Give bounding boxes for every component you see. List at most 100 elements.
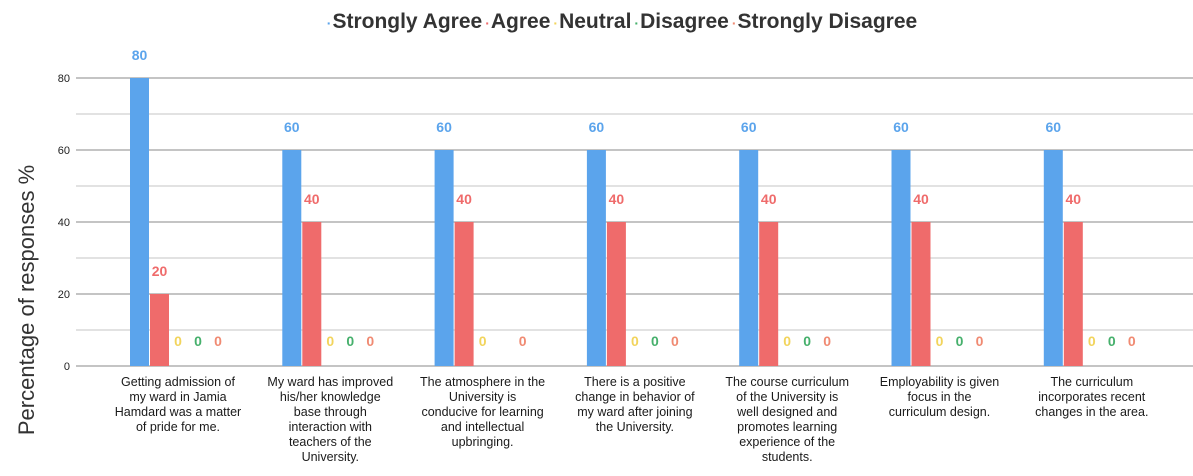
data-label: 40 — [304, 191, 320, 207]
category-label-line: conducive for learning — [421, 405, 543, 419]
data-label: 0 — [936, 333, 944, 349]
category-label: The atmosphere in the University is conduc… — [420, 375, 545, 449]
category-label-line: focus in the — [908, 390, 972, 404]
data-label: 60 — [589, 119, 605, 135]
bar-agree — [302, 222, 322, 366]
bar-agree — [1063, 222, 1083, 366]
data-label: 0 — [194, 333, 202, 349]
data-label: 40 — [609, 191, 625, 207]
data-label: 0 — [326, 333, 334, 349]
bar-strongly-agree — [739, 150, 759, 366]
data-label: 0 — [823, 333, 831, 349]
y-axis-label: Percentage of responses % — [14, 165, 39, 435]
legend-entry: Agree — [491, 10, 551, 33]
data-label: 0 — [671, 333, 679, 349]
category-label: The curriculum incorporates recent changes… — [1035, 375, 1148, 419]
category-label: My ward has improved his/her knowledge bas… — [267, 375, 393, 464]
category-label-line: his/her knowledge — [280, 390, 381, 404]
category-label-line: my ward after joining — [577, 405, 692, 419]
legend-marker: · — [485, 15, 490, 31]
legend-entry: Disagree — [640, 10, 729, 33]
data-label: 60 — [1046, 119, 1062, 135]
category-label: The course curriculum of the University i… — [725, 375, 849, 464]
data-label: 60 — [893, 119, 909, 135]
data-label: 0 — [976, 333, 984, 349]
category-label-line: of pride for me. — [136, 420, 220, 434]
data-label: 0 — [651, 333, 659, 349]
category-label-line: Hamdard was a matter — [115, 405, 241, 419]
y-axis-ticks: 0 20 40 60 80 — [58, 73, 70, 373]
category-label-line: of the University is — [736, 390, 838, 404]
bar-strongly-agree — [586, 150, 606, 366]
y-tick-label: 20 — [58, 289, 70, 301]
category-label-line: and intellectual — [441, 420, 524, 434]
category-label-line: The course curriculum — [725, 375, 849, 389]
legend-entry: Neutral — [559, 10, 631, 33]
data-label: 0 — [783, 333, 791, 349]
category-labels: Getting admission of my ward in Jamia Hamd… — [115, 375, 1149, 464]
bar-strongly-agree — [1043, 150, 1063, 366]
bar-agree — [911, 222, 931, 366]
y-tick-label: 40 — [58, 217, 70, 229]
data-label: 40 — [761, 191, 777, 207]
legend-marker: · — [732, 15, 737, 31]
data-label: 40 — [913, 191, 929, 207]
bar-agree — [606, 222, 626, 366]
data-label: 0 — [519, 333, 527, 349]
category-label-line: teachers of the — [289, 435, 372, 449]
data-label: 0 — [479, 333, 487, 349]
data-label: 0 — [366, 333, 374, 349]
category-label-line: promotes learning — [737, 420, 837, 434]
category-label-line: My ward has improved — [267, 375, 393, 389]
category-label-line: curriculum design. — [889, 405, 990, 419]
category-label-line: University. — [302, 450, 359, 464]
category-label-line: the University. — [596, 420, 674, 434]
bar-strongly-agree — [282, 150, 302, 366]
category-label-line: Getting admission of — [121, 375, 235, 389]
category-label: There is a positive change in behavior of… — [575, 375, 695, 434]
bar-strongly-agree — [130, 78, 149, 366]
data-label: 0 — [346, 333, 354, 349]
category-label: Getting admission of my ward in Jamia Hamd… — [115, 375, 241, 434]
category-label-line: There is a positive — [584, 375, 685, 389]
data-label: 40 — [1066, 191, 1082, 207]
category-label-line: The atmosphere in the — [420, 375, 545, 389]
data-label: 20 — [152, 263, 168, 279]
category-label: Employability is given focus in the curric… — [880, 375, 1000, 419]
data-label: 0 — [1128, 333, 1136, 349]
category-label-line: base through — [294, 405, 367, 419]
category-label-line: Employability is given — [880, 375, 1000, 389]
gridlines — [76, 77, 1193, 367]
legend-text: ·Strongly Agree ·Agree ·Neutral ·Disagree ·S… — [327, 10, 917, 33]
category-label-line: interaction with — [289, 420, 372, 434]
legend-marker: · — [327, 15, 332, 31]
y-tick-label: 60 — [58, 145, 70, 157]
data-label: 0 — [803, 333, 811, 349]
category-label-line: University is — [449, 390, 516, 404]
y-tick-label: 80 — [58, 73, 70, 85]
category-label-line: The curriculum — [1050, 375, 1133, 389]
data-label: 0 — [174, 333, 182, 349]
category-label-line: upbringing. — [452, 435, 514, 449]
bar-agree — [150, 294, 169, 366]
bar-agree — [759, 222, 779, 366]
category-label-line: students. — [762, 450, 813, 464]
data-label: 60 — [741, 119, 757, 135]
bars — [130, 78, 1083, 366]
legend: ·Strongly Agree ·Agree ·Neutral ·Disagree ·S… — [327, 10, 917, 33]
legend-marker: · — [553, 15, 558, 31]
data-label: 0 — [631, 333, 639, 349]
category-label-line: well designed and — [736, 405, 837, 419]
data-label: 0 — [1108, 333, 1116, 349]
data-label: 40 — [456, 191, 472, 207]
data-label: 0 — [214, 333, 222, 349]
data-label: 0 — [956, 333, 964, 349]
legend-entry: Strongly Agree — [332, 10, 482, 33]
legend-entry: Strongly Disagree — [737, 10, 917, 33]
data-label: 60 — [436, 119, 452, 135]
bar-strongly-agree — [891, 150, 911, 366]
bar-strongly-agree — [434, 150, 454, 366]
y-tick-label: 0 — [64, 361, 70, 373]
